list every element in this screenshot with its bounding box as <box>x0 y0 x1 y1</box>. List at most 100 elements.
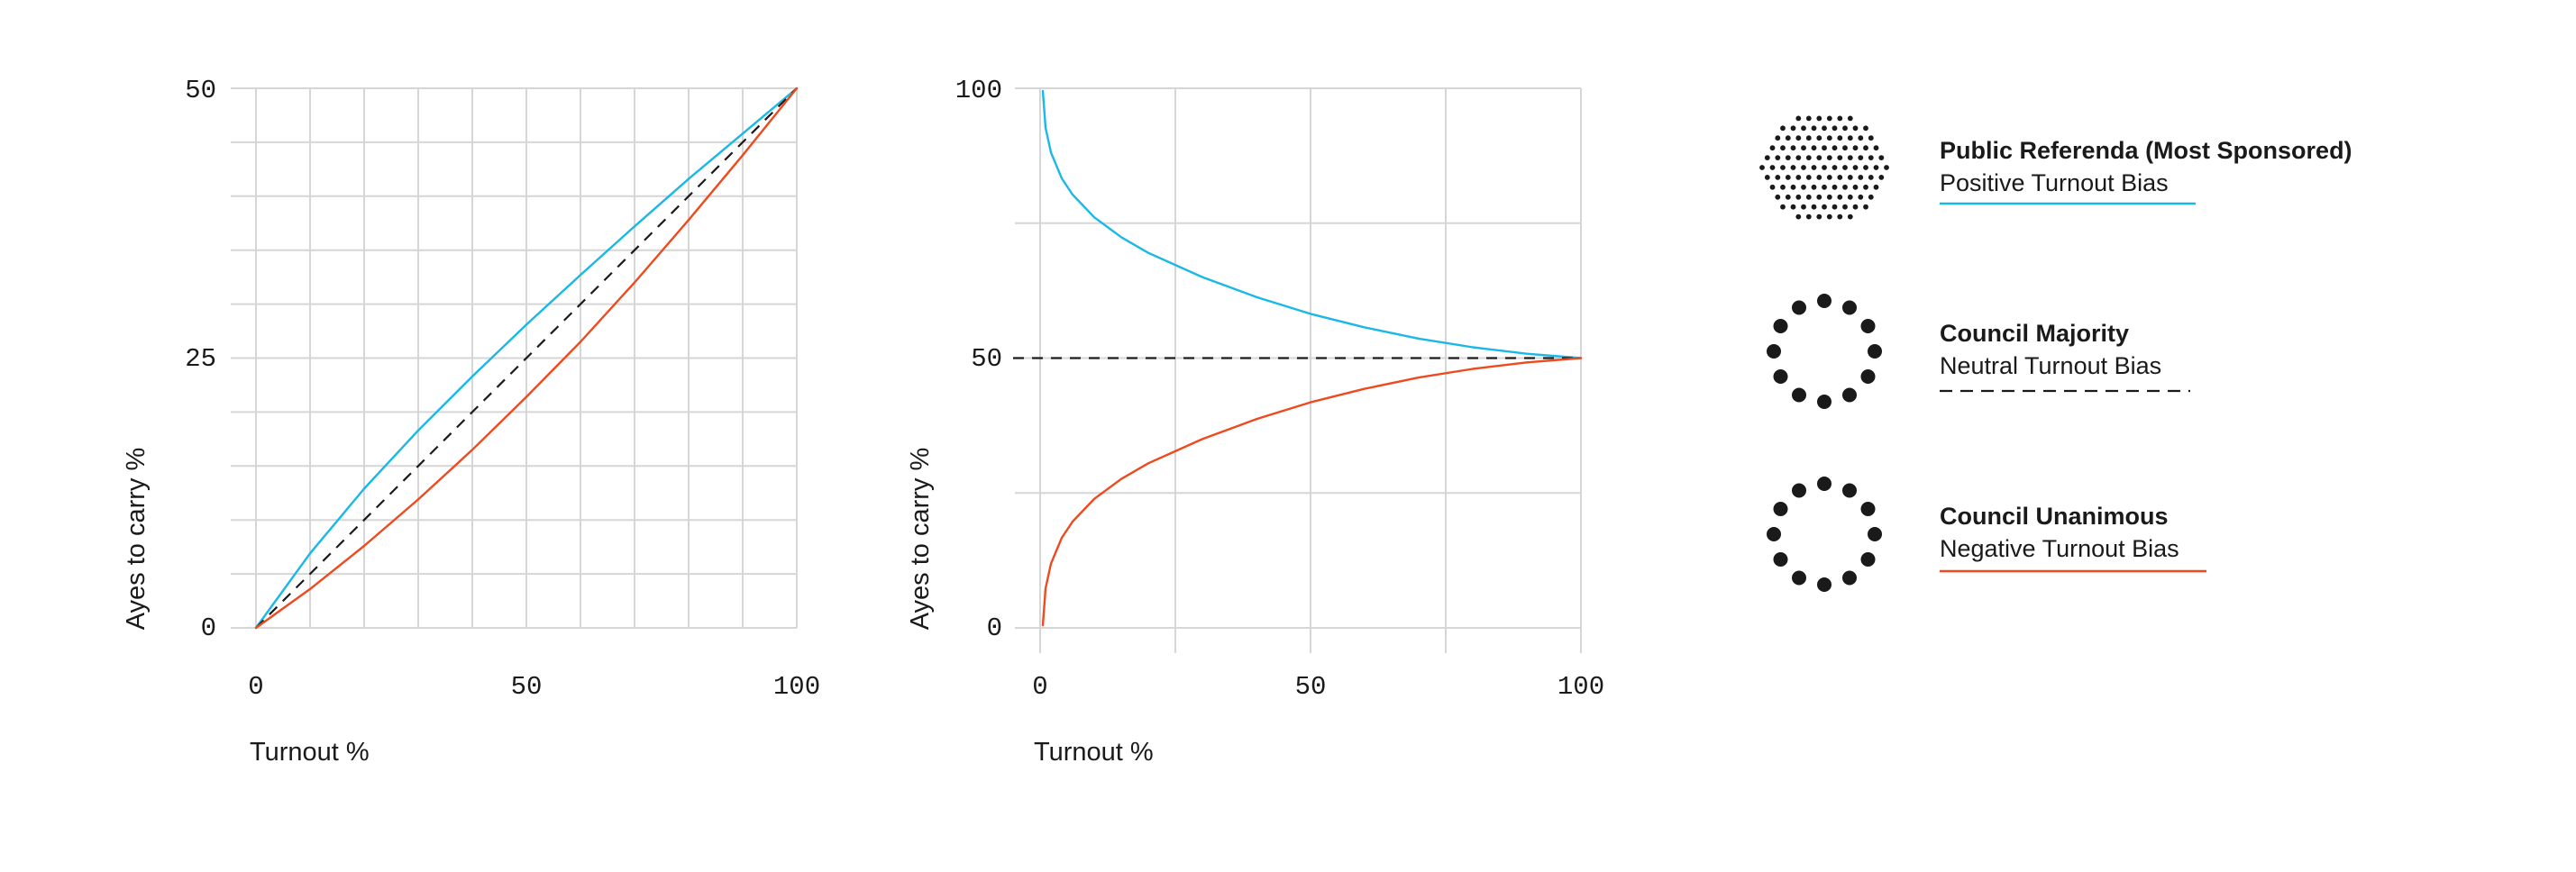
icon-dot <box>1792 570 1806 586</box>
icon-dot <box>1842 125 1848 132</box>
icon-dot <box>1842 165 1848 170</box>
icon-dot <box>1826 194 1832 200</box>
icon-dot <box>1790 184 1796 190</box>
icon-dot <box>1837 213 1843 220</box>
icon-dot <box>1785 175 1791 180</box>
icon-dot <box>1780 125 1786 132</box>
chart-turnout-linear: 0 25 50 0 50 100 Turnout % Ayes to carry… <box>122 76 820 767</box>
chart2-series <box>1013 89 1583 627</box>
icon-dot <box>1842 145 1848 151</box>
icon-dot <box>1858 135 1864 141</box>
chart2-y-tick-label: 50 <box>971 344 1002 374</box>
icon-dot <box>1816 194 1822 200</box>
icon-dot <box>1842 570 1857 586</box>
icon-dot <box>1826 175 1832 180</box>
chart1-y-axis-label: Ayes to carry % <box>122 448 151 631</box>
icon-dot <box>1805 135 1812 141</box>
icon-dot <box>1832 145 1838 151</box>
icon-dot <box>1863 165 1868 170</box>
icon-dot <box>1837 155 1843 161</box>
icon-dot <box>1811 125 1817 132</box>
chart2-x-tick-label: 100 <box>1557 672 1604 702</box>
icon-dot <box>1773 552 1788 567</box>
icon-dot <box>1822 184 1827 190</box>
icon-dot <box>1868 135 1874 141</box>
icon-dot <box>1795 135 1802 141</box>
icon-dot <box>1773 369 1788 384</box>
icon-dot <box>1852 184 1859 190</box>
icon-dot <box>1832 125 1838 132</box>
chart1-x-tick-label: 0 <box>248 672 263 702</box>
series-line-neutral <box>255 87 798 629</box>
icon-dot <box>1863 125 1868 132</box>
dot-ring-icon <box>1767 477 1882 592</box>
legend-item-council-unanimous: Council Unanimous Negative Turnout Bias <box>1767 477 2206 592</box>
chart2-y-tick-label: 100 <box>955 76 1002 105</box>
icon-dot <box>1860 319 1876 333</box>
icon-dot <box>1847 194 1853 200</box>
icon-dot <box>1816 135 1822 141</box>
icon-dot <box>1816 213 1822 220</box>
chart1-x-tick-labels: 0 50 100 <box>248 672 820 702</box>
chart1-y-tick-label: 25 <box>185 344 216 374</box>
icon-dot <box>1780 184 1786 190</box>
icon-dot <box>1884 165 1889 170</box>
chart1-y-tick-label: 50 <box>185 76 216 105</box>
icon-dot <box>1873 184 1879 190</box>
chart1-x-tick-label: 50 <box>511 672 543 702</box>
icon-dot <box>1837 175 1843 180</box>
icon-dot <box>1759 165 1765 170</box>
icon-dot <box>1805 115 1812 122</box>
icon-dot <box>1795 213 1802 220</box>
legend-subtitle: Negative Turnout Bias <box>1940 535 2179 562</box>
icon-dot <box>1873 145 1879 151</box>
icon-dot <box>1811 204 1817 210</box>
chart2-x-tick-label: 50 <box>1295 672 1327 702</box>
icon-dot <box>1868 155 1874 161</box>
chart1-x-tick-label: 100 <box>773 672 820 702</box>
icon-dot <box>1878 175 1885 180</box>
icon-dot <box>1767 527 1781 541</box>
chart2-x-axis-label: Turnout % <box>1034 738 1154 767</box>
icon-dot <box>1795 175 1802 180</box>
icon-dot <box>1837 115 1843 122</box>
icon-dot <box>1852 204 1859 210</box>
chart2-x-tick-labels: 0 50 100 <box>1032 672 1604 702</box>
icon-dot <box>1873 165 1879 170</box>
icon-dot <box>1805 175 1812 180</box>
icon-dot <box>1847 115 1853 122</box>
series-line-positive <box>254 86 799 630</box>
icon-dot <box>1773 319 1788 333</box>
icon-dot <box>1792 387 1806 403</box>
series-line-positive <box>1041 89 1583 359</box>
icon-dot <box>1790 145 1796 151</box>
legend-subtitle: Neutral Turnout Bias <box>1940 352 2161 379</box>
icon-dot <box>1773 502 1788 516</box>
icon-dot <box>1852 165 1859 170</box>
chart1-series <box>254 86 799 630</box>
icon-dot <box>1795 194 1802 200</box>
icon-dot <box>1847 175 1853 180</box>
legend-item-public-referenda: Public Referenda (Most Sponsored) Positi… <box>1759 115 2352 220</box>
icon-dot <box>1832 204 1838 210</box>
icon-dot <box>1858 155 1864 161</box>
icon-dot <box>1805 213 1812 220</box>
icon-dot <box>1868 194 1874 200</box>
chart2-y-tick-label: 0 <box>987 613 1002 643</box>
legend: Public Referenda (Most Sponsored) Positi… <box>1759 115 2352 592</box>
icon-dot <box>1780 145 1786 151</box>
icon-dot <box>1785 194 1791 200</box>
legend-title: Public Referenda (Most Sponsored) <box>1940 137 2352 164</box>
icon-dot <box>1842 483 1857 498</box>
icon-dot <box>1769 145 1776 151</box>
icon-dot <box>1868 175 1874 180</box>
icon-dot <box>1863 204 1868 210</box>
icon-dot <box>1780 204 1786 210</box>
chart1-y-tick-labels: 0 25 50 <box>185 76 216 643</box>
icon-dot <box>1832 184 1838 190</box>
icon-dot <box>1826 155 1832 161</box>
icon-dot <box>1863 184 1868 190</box>
icon-dot <box>1860 552 1876 567</box>
series-line-negative <box>1041 357 1583 627</box>
icon-dot <box>1775 194 1781 200</box>
